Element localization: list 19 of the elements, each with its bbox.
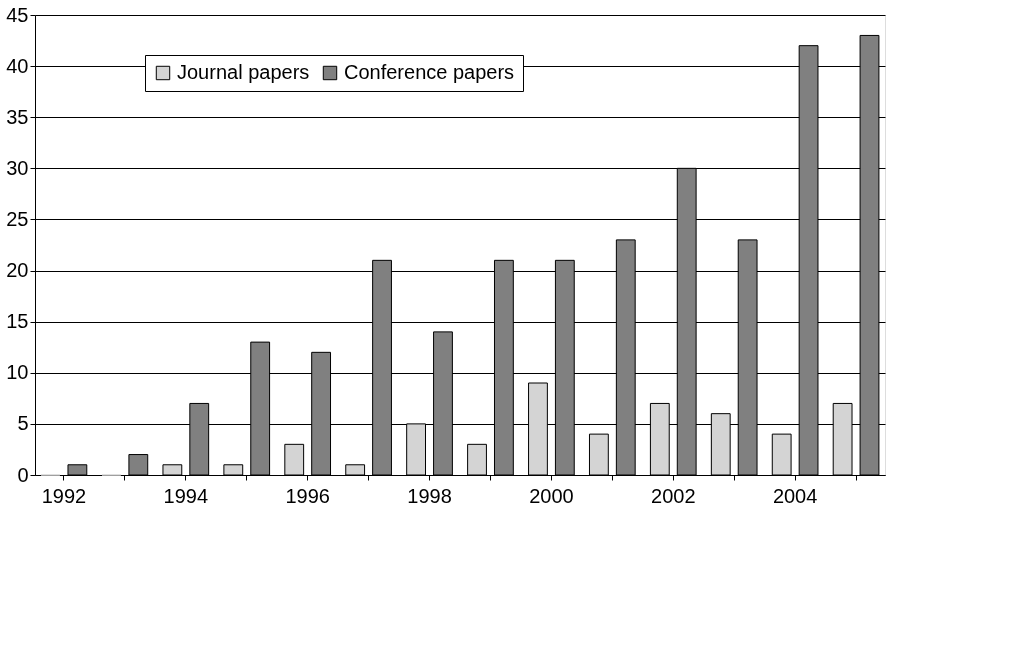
legend-label: Conference papers [344,61,515,83]
y-tick-label: 45 [6,3,29,26]
y-tick-label: 5 [17,412,29,435]
x-tick-label: 1994 [163,484,209,507]
legend-label: Journal papers [177,61,310,83]
y-tick-label: 10 [6,361,29,384]
y-tick-label: 20 [6,259,29,282]
y-tick-label: 35 [6,105,29,128]
x-tick-label: 2002 [651,484,696,507]
x-tick-label: 2000 [529,484,574,507]
x-tick-label: 1992 [41,484,87,507]
x-tick-label: 2004 [772,484,818,507]
x-tick-label: 1998 [407,484,452,507]
y-tick-label: 30 [6,156,29,179]
y-tick-label: 0 [17,463,29,486]
y-tick-label: 15 [6,310,29,333]
x-tick-label: 1996 [285,484,330,507]
y-tick-label: 25 [6,207,29,230]
y-tick-label: 40 [6,54,29,77]
